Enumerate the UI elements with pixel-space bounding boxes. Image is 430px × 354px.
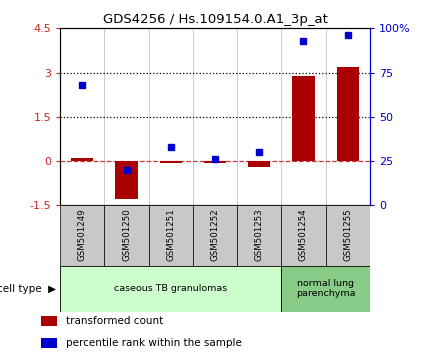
Text: caseous TB granulomas: caseous TB granulomas — [114, 284, 227, 293]
Bar — [160, 161, 182, 162]
Text: GSM501252: GSM501252 — [211, 208, 219, 261]
Bar — [104, 205, 149, 266]
Text: GSM501255: GSM501255 — [343, 208, 352, 261]
Bar — [41, 338, 57, 348]
Bar — [60, 266, 281, 312]
Title: GDS4256 / Hs.109154.0.A1_3p_at: GDS4256 / Hs.109154.0.A1_3p_at — [103, 13, 327, 26]
Bar — [204, 161, 226, 164]
Text: GSM501250: GSM501250 — [122, 208, 131, 261]
Bar — [149, 205, 193, 266]
Text: transformed count: transformed count — [66, 316, 163, 326]
Text: percentile rank within the sample: percentile rank within the sample — [66, 338, 242, 348]
Bar — [326, 205, 370, 266]
Bar — [281, 205, 326, 266]
Bar — [71, 158, 93, 161]
Text: GSM501249: GSM501249 — [78, 208, 87, 261]
Bar — [116, 161, 138, 199]
Bar — [292, 75, 314, 161]
Bar — [193, 205, 237, 266]
Text: GSM501254: GSM501254 — [299, 208, 308, 261]
Text: GSM501253: GSM501253 — [255, 208, 264, 261]
Bar — [60, 205, 104, 266]
Bar — [337, 67, 359, 161]
Bar — [248, 161, 270, 167]
Bar — [41, 316, 57, 326]
Text: normal lung
parenchyma: normal lung parenchyma — [296, 279, 355, 298]
Text: GSM501251: GSM501251 — [166, 208, 175, 261]
Bar — [281, 266, 370, 312]
Text: cell type  ▶: cell type ▶ — [0, 284, 56, 293]
Bar — [237, 205, 281, 266]
